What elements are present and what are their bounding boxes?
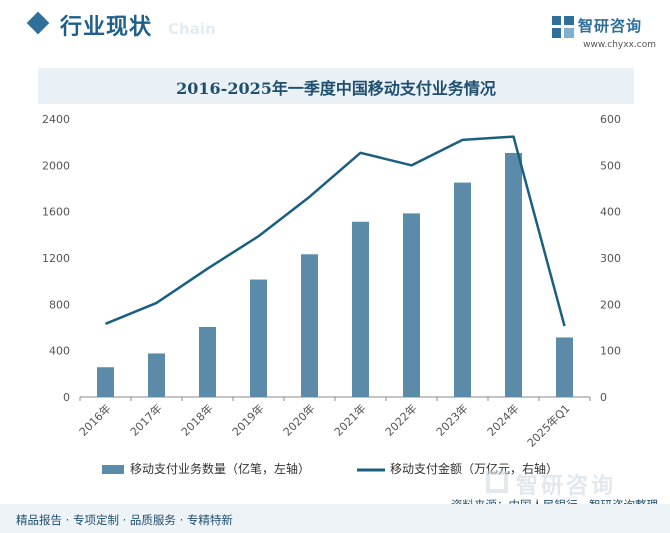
logo-name: 智研咨询 xyxy=(578,17,643,35)
x-tick-label: 2017年 xyxy=(127,401,164,438)
x-tick-label: 2022年 xyxy=(382,401,419,438)
y-right-tick-label: 300 xyxy=(600,252,621,265)
page-header: 行业现状 Chain 智研咨询 www.chyxx.com xyxy=(0,0,670,50)
bar xyxy=(454,182,471,397)
line-series xyxy=(105,135,566,327)
bar xyxy=(505,152,522,397)
bar xyxy=(556,337,573,397)
page-title: 行业现状 xyxy=(60,15,153,40)
y-right-tick-label: 200 xyxy=(600,298,621,311)
y-right-tick-label: 600 xyxy=(600,113,621,126)
legend-line-label: 移动支付金额（万亿元，右轴） xyxy=(390,461,558,476)
axes xyxy=(79,396,591,401)
y-left-tick-label: 1200 xyxy=(42,252,70,265)
y-left-tick-labels: 0 400 800 1200 1600 2000 2400 xyxy=(42,113,70,404)
chart-title-panel: 2016-2025年一季度中国移动支付业务情况 xyxy=(38,68,634,104)
watermark-logo-icon xyxy=(486,471,508,493)
y-right-tick-label: 100 xyxy=(600,345,621,358)
y-left-tick-label: 1600 xyxy=(42,206,70,219)
bar xyxy=(148,353,165,397)
brand-logo: 智研咨询 www.chyxx.com xyxy=(552,14,656,50)
y-left-tick-label: 400 xyxy=(49,345,70,358)
logo-mark-icon xyxy=(552,16,574,38)
y-left-tick-label: 2400 xyxy=(42,113,70,126)
legend-bar-swatch xyxy=(102,465,124,474)
bar xyxy=(199,326,216,397)
x-tick-label: 2016年 xyxy=(76,401,113,438)
bar xyxy=(352,221,369,397)
y-right-tick-label: 0 xyxy=(600,391,607,404)
chart-title: 2016-2025年一季度中国移动支付业务情况 xyxy=(176,79,496,98)
x-tick-label: 2021年 xyxy=(331,401,368,438)
y-left-tick-label: 800 xyxy=(49,298,70,311)
logo-url: www.chyxx.com xyxy=(583,40,656,50)
x-tick-labels: 2016年 2017年 2018年 2019年 2020年 2021年 2022年 2023年… xyxy=(76,401,572,450)
legend: 移动支付业务数量（亿笔，左轴） 移动支付金额（万亿元，右轴） xyxy=(102,461,558,476)
x-tick-label: 2018年 xyxy=(178,401,215,438)
x-tick-label: 2020年 xyxy=(280,401,317,438)
bottom-watermark: 智研咨询 xyxy=(476,468,666,499)
x-tick-label: 2023年 xyxy=(433,401,470,438)
watermark-name: 智研咨询 xyxy=(516,474,617,499)
bar xyxy=(97,367,114,397)
bar xyxy=(301,254,318,397)
footer-text: 精品报告 · 专项定制 · 品质服务 · 专精特新 xyxy=(16,513,233,527)
bar-series xyxy=(97,152,573,397)
series-line xyxy=(105,135,566,327)
y-left-tick-label: 2000 xyxy=(42,159,70,172)
combo-chart: 2016年 2017年 2018年 2019年 2020年 2021年 2022年 2023年… xyxy=(42,113,621,476)
x-tick-label: 2019年 xyxy=(229,401,266,438)
page-footer: 精品报告 · 专项定制 · 品质服务 · 专精特新 xyxy=(0,504,670,533)
y-right-tick-labels: 0 100 200 300 400 500 600 xyxy=(600,113,621,404)
legend-bar-label: 移动支付业务数量（亿笔，左轴） xyxy=(130,461,310,476)
x-tick-label: 2025年Q1 xyxy=(524,401,573,450)
header-ghost-text: Chain xyxy=(168,20,216,38)
bar xyxy=(250,279,267,397)
x-tick-label: 2024年 xyxy=(484,401,521,438)
y-right-tick-label: 400 xyxy=(600,206,621,219)
bar xyxy=(403,213,420,397)
y-right-tick-label: 500 xyxy=(600,159,621,172)
y-left-tick-label: 0 xyxy=(63,391,70,404)
